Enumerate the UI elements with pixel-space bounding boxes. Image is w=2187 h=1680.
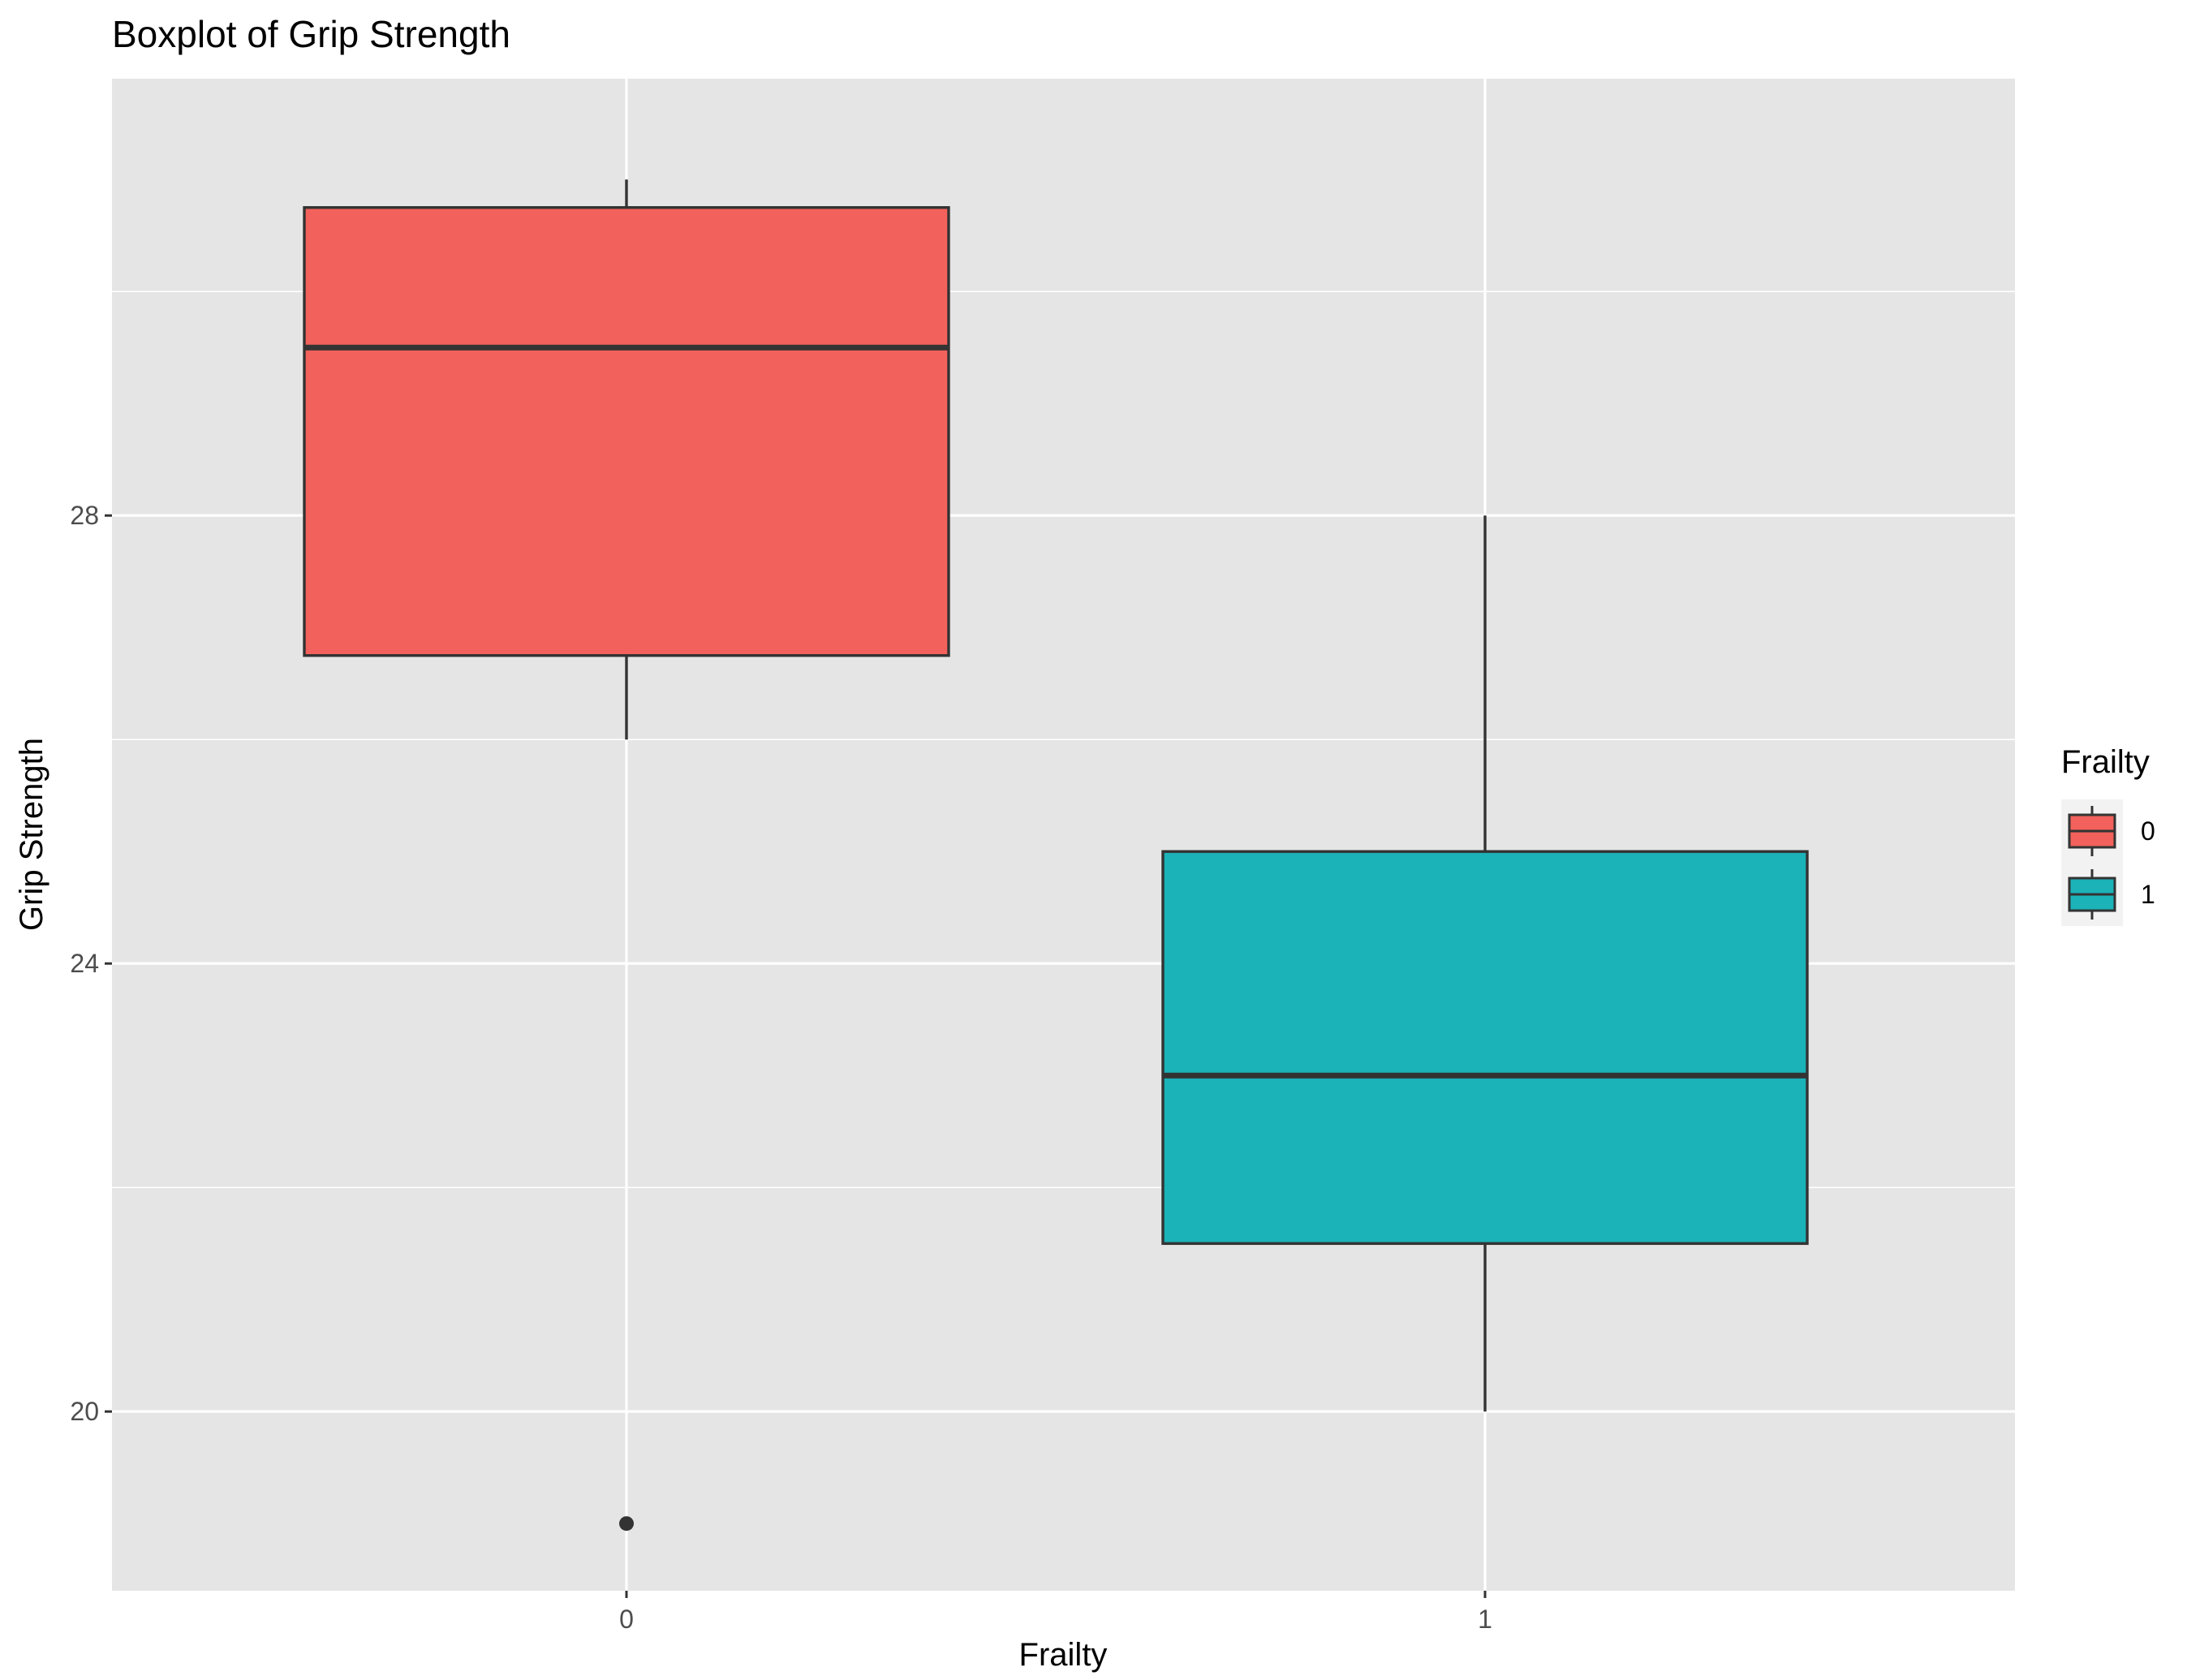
legend-title: Frailty	[2061, 744, 2150, 780]
y-tick-label: 24	[70, 949, 99, 978]
x-tick-label: 0	[619, 1605, 634, 1634]
chart-title: Boxplot of Grip Strength	[112, 13, 510, 55]
boxes	[303, 179, 1809, 1531]
axes: 20 24 28 0 1	[70, 501, 1492, 1634]
box-group-0	[303, 179, 950, 1531]
x-tick-label: 1	[1478, 1605, 1492, 1634]
y-tick-label: 28	[70, 501, 99, 530]
x-axis-title: Frailty	[1019, 1637, 1108, 1673]
legend-label: 0	[2141, 816, 2155, 846]
legend-label: 1	[2141, 880, 2155, 909]
y-axis-title: Grip Strength	[14, 738, 50, 931]
legend: Frailty 0 1	[2061, 744, 2155, 926]
box-iqr	[1161, 850, 1809, 1245]
box-iqr	[303, 205, 950, 657]
outlier-point	[619, 1516, 634, 1531]
box-group-1	[1161, 515, 1809, 1412]
y-tick-label: 20	[70, 1397, 99, 1426]
